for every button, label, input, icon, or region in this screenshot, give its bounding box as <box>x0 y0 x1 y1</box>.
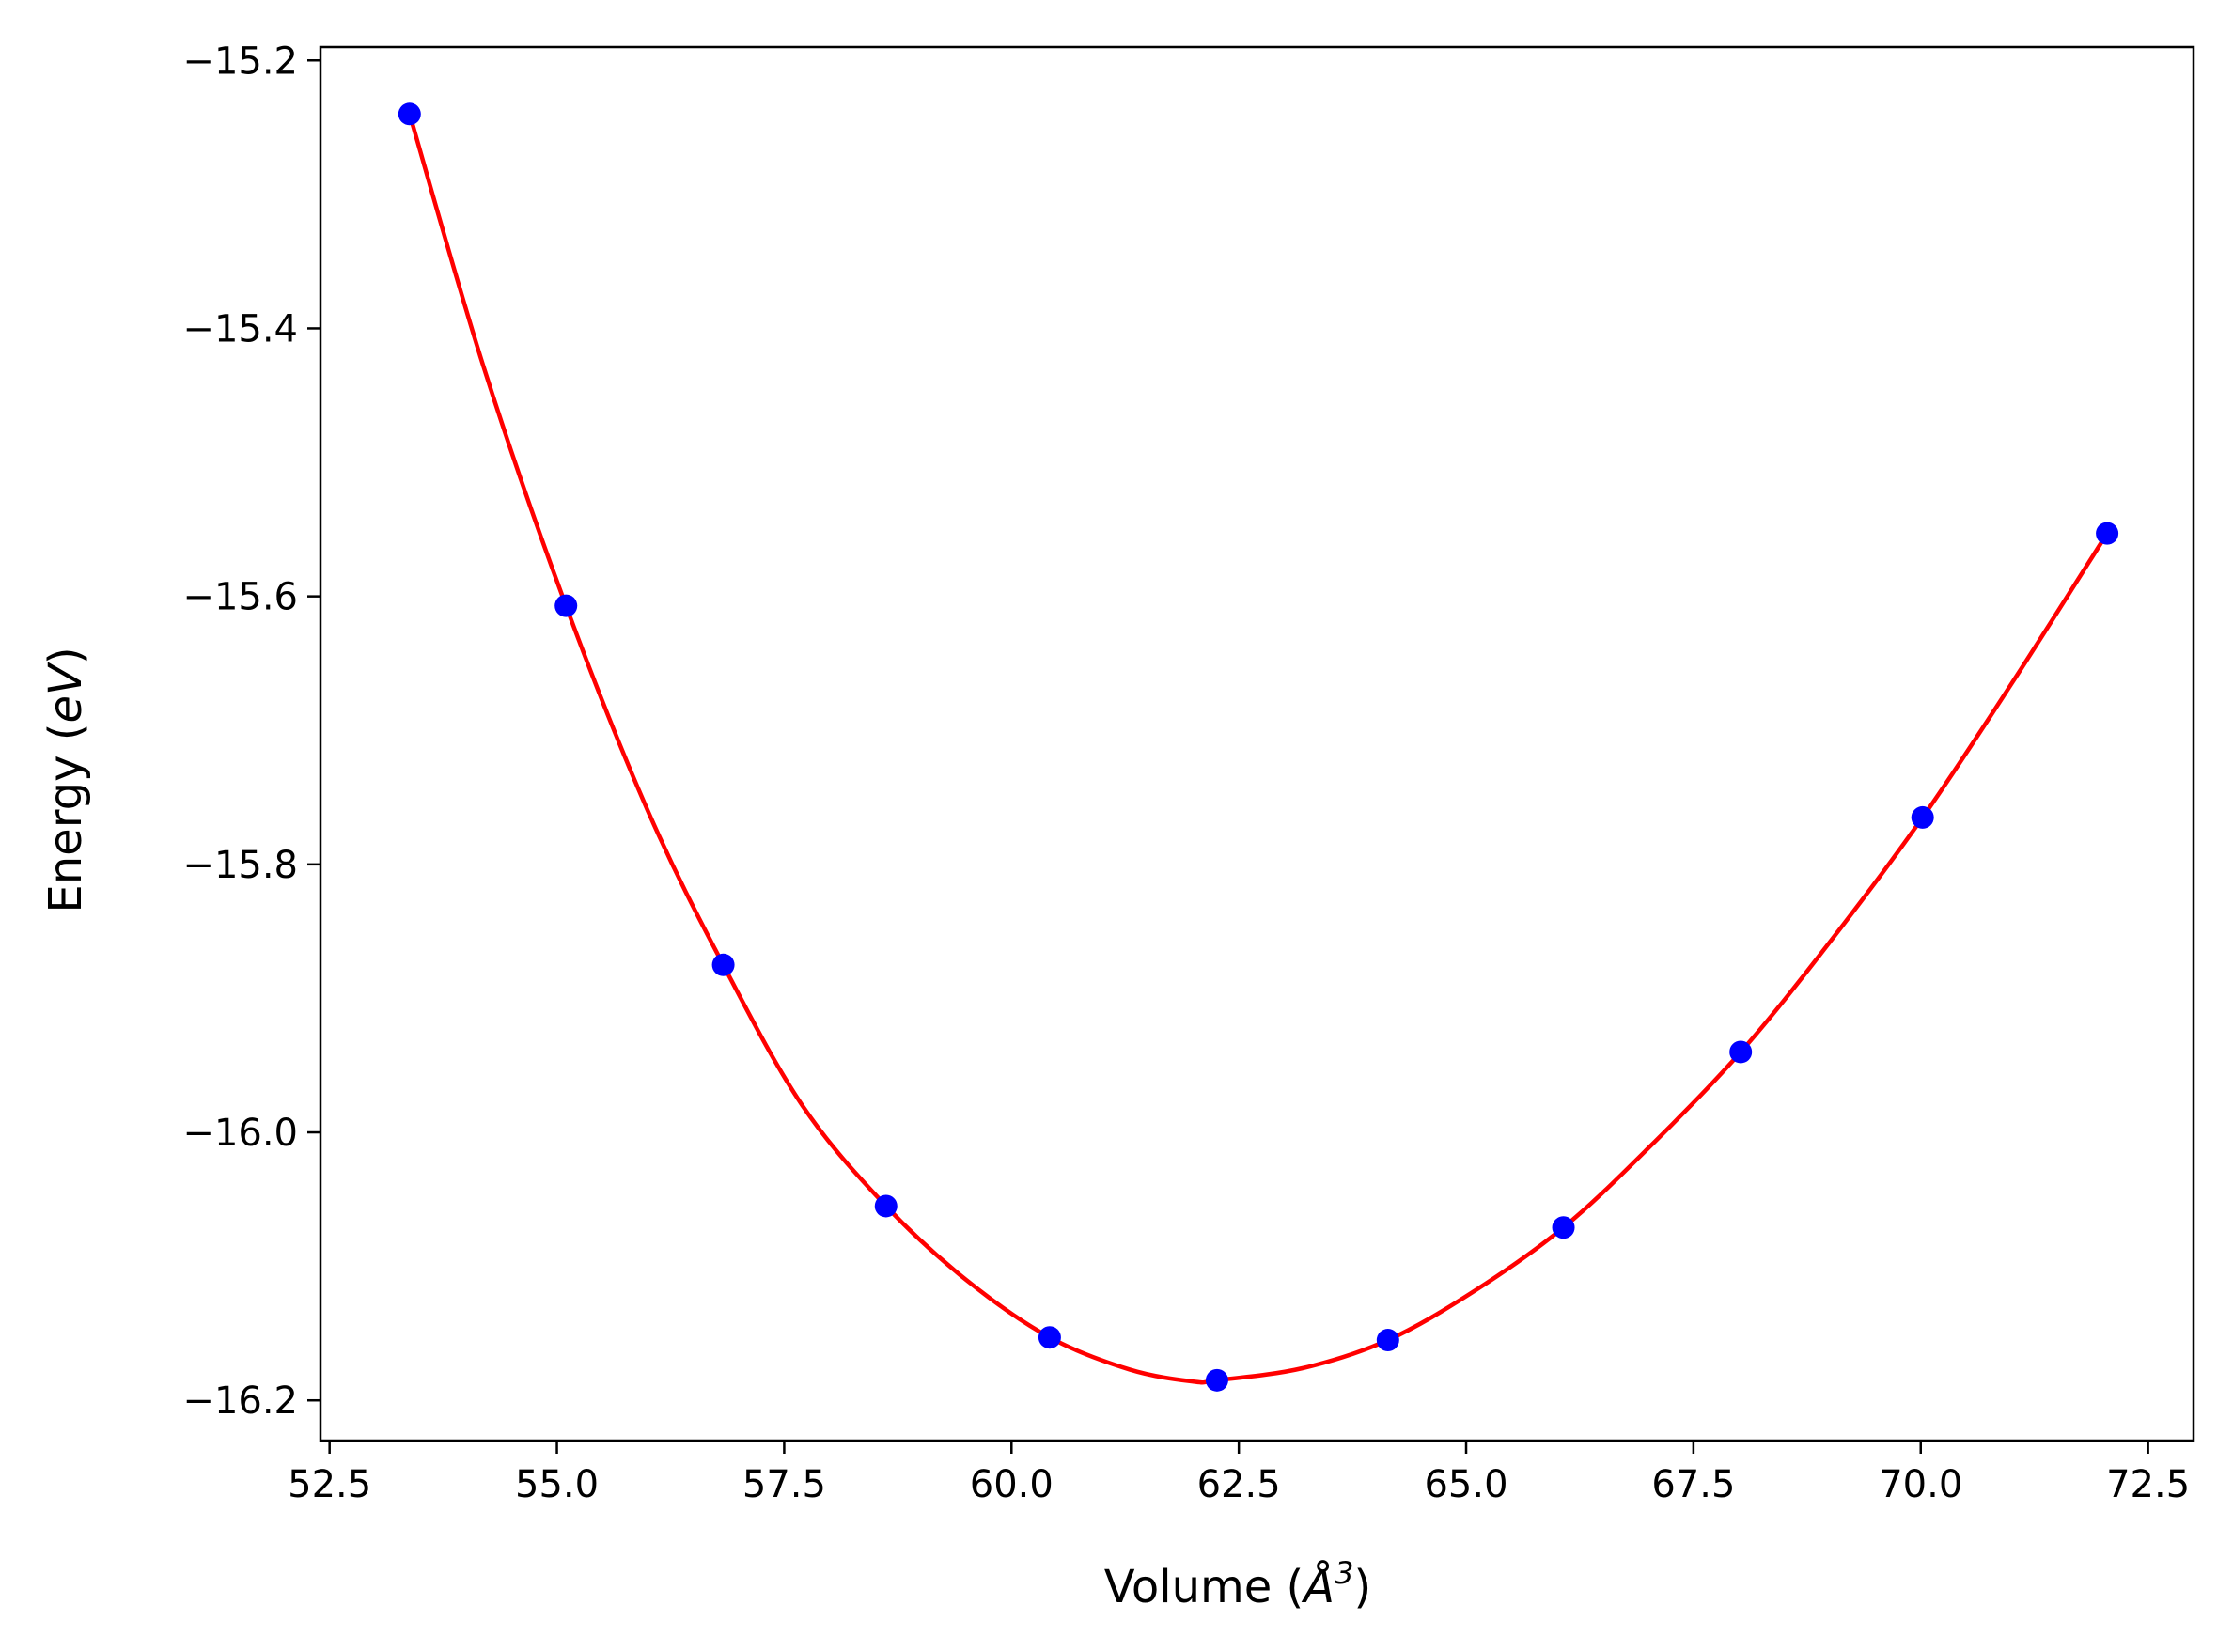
data-point <box>1205 1368 1228 1392</box>
y-axis-label-unit: eV <box>39 662 92 724</box>
data-point <box>711 953 735 976</box>
data-point <box>398 102 421 126</box>
y-axis-label-close: ) <box>39 647 92 664</box>
tick-layer: 52.5 55.0 57.5 60.0 62.5 65.0 67.5 70.0 72.5 −15.… <box>182 39 2190 1506</box>
x-axis-label-main: Volume ( <box>1104 1561 1304 1613</box>
data-point <box>1911 805 1934 829</box>
data-points <box>398 102 2119 1392</box>
y-axis-label-main: Energy ( <box>39 724 92 913</box>
data-point <box>1729 1040 1753 1064</box>
x-tick-label: 67.5 <box>1651 1463 1735 1506</box>
y-tick-label: −15.6 <box>182 576 298 619</box>
y-tick-label: −16.0 <box>182 1112 298 1155</box>
plot-area-frame <box>319 45 2195 1442</box>
x-tick-label: 70.0 <box>1879 1463 1962 1506</box>
x-tick-label: 65.0 <box>1424 1463 1507 1506</box>
x-tick-label: 72.5 <box>2106 1463 2190 1506</box>
x-axis-label-close: ) <box>1353 1561 1371 1613</box>
x-axis-label-symbol: Å <box>1301 1560 1335 1613</box>
x-axis-label-exponent: 3 <box>1335 1555 1353 1591</box>
x-tick-label: 55.0 <box>515 1463 599 1506</box>
y-tick-label: −15.4 <box>182 307 298 351</box>
x-tick-label: 52.5 <box>288 1463 371 1506</box>
data-point <box>874 1194 898 1218</box>
x-tick-label: 62.5 <box>1197 1463 1281 1506</box>
data-point <box>2096 522 2119 545</box>
y-axis-label: Energy (eV) <box>39 647 92 912</box>
y-tick-label: −16.2 <box>182 1379 298 1423</box>
data-point <box>1552 1216 1575 1239</box>
x-tick-label: 57.5 <box>742 1463 826 1506</box>
y-tick-label: −15.8 <box>182 844 298 887</box>
data-point <box>1038 1326 1061 1349</box>
x-tick-label: 60.0 <box>970 1463 1054 1506</box>
data-point <box>1376 1329 1399 1352</box>
fit-curve-line <box>407 112 2110 1385</box>
y-tick-label: −15.2 <box>182 39 298 83</box>
x-axis-label: Volume (Å3) <box>1104 1555 1371 1613</box>
data-point <box>554 594 578 617</box>
